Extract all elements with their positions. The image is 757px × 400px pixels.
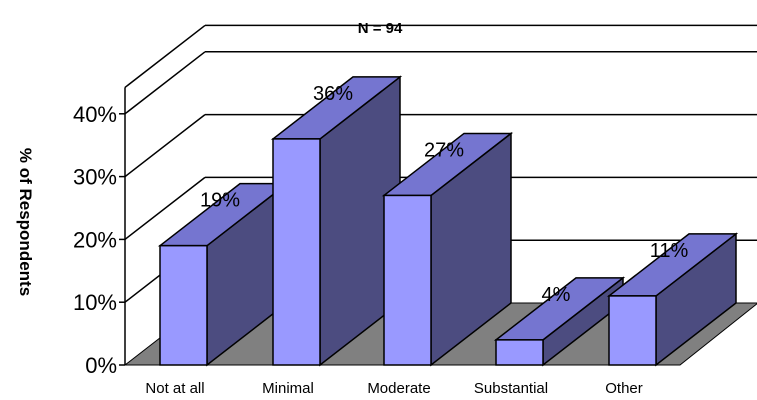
x-tick-label: Moderate [367, 380, 430, 397]
bar [383, 194, 432, 366]
bar [159, 244, 208, 366]
y-tick-label: 20% [73, 227, 117, 252]
chart-bars [157, 75, 739, 367]
y-tick-label: 0% [85, 353, 117, 378]
y-tick-label: 30% [73, 165, 117, 190]
y-tick-label: 40% [73, 102, 117, 127]
data-label: 36% [313, 83, 353, 105]
bar [608, 295, 657, 366]
gridline-wall [124, 51, 206, 115]
x-tick-label: Not at all [145, 380, 204, 397]
gridline-wall [124, 114, 206, 178]
chart-axes [119, 87, 126, 366]
bar [272, 138, 321, 366]
gridline-wall-top [124, 24, 206, 89]
chart-title: N = 94 [358, 20, 403, 37]
x-tick-label: Substantial [474, 380, 548, 397]
y-axis-label: % of Respondents [16, 148, 35, 296]
bar [495, 339, 544, 366]
y-tick-label: 10% [73, 290, 117, 315]
chart-labels: 0% 10% 20% 30% 40% 19% Not at all 36% Minimal 27%… [73, 83, 689, 397]
x-tick-label: Other [605, 380, 643, 397]
data-label: 4% [542, 284, 571, 306]
data-label: 19% [200, 190, 240, 212]
data-label: 27% [424, 139, 464, 161]
x-tick-label: Minimal [262, 380, 314, 397]
data-label: 11% [650, 240, 689, 262]
gridline-wall [124, 176, 206, 240]
